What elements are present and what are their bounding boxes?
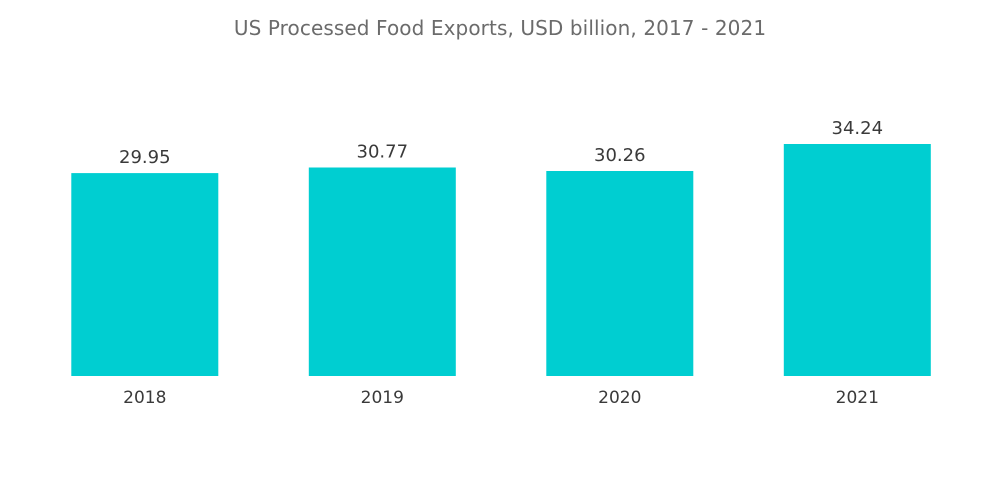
x-axis-tick-labels: 2018 2019 2020 2021 [123,388,879,408]
x-tick-label-2020: 2020 [598,388,641,408]
chart-title: US Processed Food Exports, USD billion, … [233,16,767,40]
data-label-2020: 30.26 [594,145,646,166]
bar-2021 [783,144,931,376]
data-label-2019: 30.77 [357,142,409,163]
x-tick-label-2018: 2018 [123,388,166,408]
bar-2020 [546,171,694,376]
bar-2019 [308,167,456,376]
data-label-2018: 29.95 [119,147,171,168]
x-tick-label-2021: 2021 [836,388,879,408]
bars-layer [71,144,931,376]
bar-2018 [71,173,219,376]
data-label-2021: 34.24 [832,118,884,139]
data-labels-layer: 29.95 30.77 30.26 34.24 [119,118,883,168]
x-tick-label-2019: 2019 [361,388,404,408]
